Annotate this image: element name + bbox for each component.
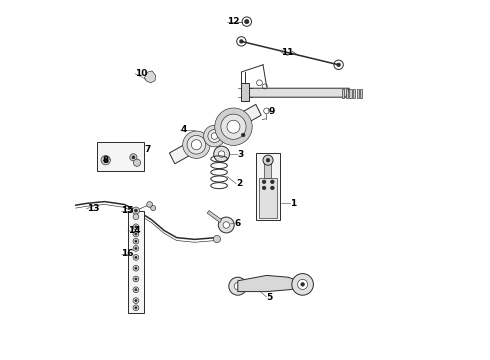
Text: 7: 7 xyxy=(144,145,150,154)
Circle shape xyxy=(219,151,225,157)
Circle shape xyxy=(135,278,137,280)
Polygon shape xyxy=(207,211,221,222)
Polygon shape xyxy=(242,83,248,101)
Circle shape xyxy=(221,114,246,139)
Circle shape xyxy=(133,246,139,251)
Circle shape xyxy=(133,214,139,220)
Circle shape xyxy=(223,222,229,228)
Circle shape xyxy=(135,267,137,269)
Circle shape xyxy=(135,307,137,309)
Circle shape xyxy=(130,154,137,161)
Text: 5: 5 xyxy=(267,292,273,302)
Circle shape xyxy=(104,158,107,162)
Circle shape xyxy=(135,240,137,242)
Circle shape xyxy=(262,180,266,184)
Circle shape xyxy=(234,283,242,290)
Circle shape xyxy=(133,305,139,311)
Polygon shape xyxy=(144,71,156,83)
Circle shape xyxy=(135,247,137,249)
Circle shape xyxy=(215,108,252,145)
Text: 11: 11 xyxy=(281,48,294,57)
Polygon shape xyxy=(170,104,261,164)
Text: 1: 1 xyxy=(290,199,296,208)
Circle shape xyxy=(133,159,141,166)
Polygon shape xyxy=(238,275,303,292)
Circle shape xyxy=(219,217,234,233)
Circle shape xyxy=(135,233,137,235)
Circle shape xyxy=(133,265,139,271)
Circle shape xyxy=(132,156,135,159)
Circle shape xyxy=(266,158,270,162)
Bar xyxy=(128,211,144,313)
Circle shape xyxy=(292,274,314,295)
Bar xyxy=(256,153,280,220)
Circle shape xyxy=(133,276,139,282)
Text: 4: 4 xyxy=(180,125,187,134)
Text: 3: 3 xyxy=(238,150,244,159)
Circle shape xyxy=(208,130,221,143)
Circle shape xyxy=(133,231,139,237)
Circle shape xyxy=(204,125,225,147)
Circle shape xyxy=(192,140,201,150)
Circle shape xyxy=(183,131,210,158)
Circle shape xyxy=(101,156,110,165)
Text: 13: 13 xyxy=(87,204,99,213)
Circle shape xyxy=(133,287,139,293)
Bar xyxy=(353,89,355,98)
Text: 2: 2 xyxy=(236,179,242,188)
Bar xyxy=(342,89,344,98)
Circle shape xyxy=(134,209,137,212)
Circle shape xyxy=(214,146,229,162)
Bar xyxy=(357,89,359,98)
Circle shape xyxy=(337,63,341,67)
Circle shape xyxy=(187,135,206,154)
Circle shape xyxy=(133,255,139,260)
Circle shape xyxy=(135,256,137,258)
Circle shape xyxy=(301,283,304,286)
Bar xyxy=(98,142,144,171)
Circle shape xyxy=(133,238,139,244)
Circle shape xyxy=(133,298,139,303)
Circle shape xyxy=(270,180,274,184)
Circle shape xyxy=(135,226,137,228)
Bar xyxy=(349,89,351,98)
Circle shape xyxy=(240,40,243,43)
Circle shape xyxy=(242,133,245,137)
Text: 9: 9 xyxy=(269,107,275,116)
Text: 14: 14 xyxy=(128,226,141,235)
Circle shape xyxy=(263,155,273,165)
Circle shape xyxy=(213,235,220,243)
Bar xyxy=(259,178,277,218)
Text: 6: 6 xyxy=(234,219,241,228)
Circle shape xyxy=(211,133,218,139)
Bar xyxy=(346,89,348,98)
Circle shape xyxy=(151,206,156,211)
Circle shape xyxy=(262,186,266,190)
Circle shape xyxy=(270,186,274,190)
Text: 16: 16 xyxy=(121,249,133,258)
Circle shape xyxy=(132,207,140,214)
Text: 12: 12 xyxy=(227,17,240,26)
Circle shape xyxy=(135,289,137,291)
Circle shape xyxy=(133,224,139,230)
Circle shape xyxy=(245,19,249,24)
Text: 8: 8 xyxy=(103,156,109,165)
Bar xyxy=(265,162,271,178)
Text: 10: 10 xyxy=(135,69,147,78)
Polygon shape xyxy=(242,88,349,97)
Circle shape xyxy=(229,277,247,295)
Circle shape xyxy=(227,120,240,133)
Circle shape xyxy=(297,279,308,289)
Bar xyxy=(360,89,363,98)
Text: 15: 15 xyxy=(121,206,133,215)
Circle shape xyxy=(147,202,152,207)
Circle shape xyxy=(135,300,137,302)
